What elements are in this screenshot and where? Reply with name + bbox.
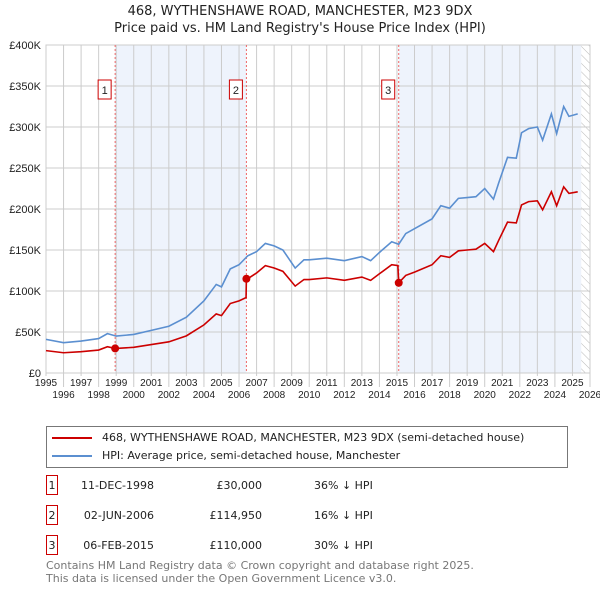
sale-row: 2 02-JUN-2006 £114,950 16% ↓ HPI xyxy=(46,505,446,525)
y-tick-label: £100K xyxy=(9,286,41,298)
footer-licence: This data is licensed under the Open Gov… xyxy=(46,572,397,585)
x-tick-label: 2010 xyxy=(298,390,321,401)
x-tick-label: 2017 xyxy=(421,378,444,389)
y-tick-label: £50K xyxy=(15,327,41,339)
x-tick-label: 2012 xyxy=(333,390,356,401)
sale-row: 3 06-FEB-2015 £110,000 30% ↓ HPI xyxy=(46,535,446,555)
x-tick-label: 2002 xyxy=(158,390,181,401)
x-tick-label: 2006 xyxy=(228,390,251,401)
sale-row: 1 11-DEC-1998 £30,000 36% ↓ HPI xyxy=(46,475,446,495)
sale-price: £110,000 xyxy=(209,539,263,552)
plot-border xyxy=(45,44,591,374)
chart-subtitle: Price paid vs. HM Land Registry's House … xyxy=(114,21,486,36)
x-tick-label: 2015 xyxy=(386,378,409,389)
sale-point xyxy=(111,344,120,353)
sale-number: 3 xyxy=(46,535,58,555)
x-tick-label: 2011 xyxy=(316,378,338,389)
sale-date: 06-FEB-2015 xyxy=(83,539,154,552)
x-tick-label: 2008 xyxy=(263,390,286,401)
sale-hpi-diff: 30% ↓ HPI xyxy=(314,539,373,552)
y-tick-label: £300K xyxy=(9,122,41,134)
x-tick-label: 2020 xyxy=(474,390,497,401)
y-tick-label: £400K xyxy=(9,40,41,52)
sale-label-box xyxy=(97,79,112,100)
y-tick-label: £350K xyxy=(9,81,41,93)
sale-number: 1 xyxy=(46,475,58,495)
sale-label-box xyxy=(381,79,396,100)
sale-point xyxy=(242,274,251,283)
sale-label: 1 xyxy=(102,85,108,97)
sale-label: 3 xyxy=(385,85,391,97)
x-tick-label: 2024 xyxy=(544,390,567,401)
sale-price: £30,000 xyxy=(216,479,263,492)
x-tick-label: 1995 xyxy=(35,378,58,389)
sale-label-box xyxy=(228,79,243,100)
hpi-line xyxy=(45,104,578,344)
x-tick-label: 2016 xyxy=(403,390,426,401)
x-tick-label: 2000 xyxy=(123,390,146,401)
legend: 468, WYTHENSHAWE ROAD, MANCHESTER, M23 9… xyxy=(46,426,568,468)
x-tick-label: 2009 xyxy=(281,378,304,389)
x-tick-label: 1996 xyxy=(52,390,75,401)
x-tick-label: 2014 xyxy=(368,390,391,401)
sale-price: £114,950 xyxy=(209,509,263,522)
price-paid-line xyxy=(45,185,578,354)
x-tick-label: 2001 xyxy=(140,378,163,389)
x-tick-label: 2023 xyxy=(526,378,549,389)
sale-number: 2 xyxy=(46,505,58,525)
x-tick-label: 1999 xyxy=(105,378,128,389)
x-tick-label: 2019 xyxy=(456,378,479,389)
legend-blue-label: HPI: Average price, semi-detached house,… xyxy=(102,449,401,462)
sale-label: 2 xyxy=(233,85,239,97)
y-tick-label: £0 xyxy=(29,368,41,380)
y-tick-label: £200K xyxy=(9,204,41,216)
legend-red-swatch xyxy=(52,437,92,439)
x-tick-label: 2026 xyxy=(579,390,600,401)
x-tick-label: 2013 xyxy=(351,378,374,389)
x-tick-label: 2018 xyxy=(438,390,461,401)
sale-date: 02-JUN-2006 xyxy=(83,509,154,522)
x-tick-label: 1997 xyxy=(70,378,93,389)
y-tick-label: £150K xyxy=(9,245,41,257)
chart-title: 468, WYTHENSHAWE ROAD, MANCHESTER, M23 9… xyxy=(127,4,473,19)
sale-date: 11-DEC-1998 xyxy=(80,479,154,492)
plot-area: 1995199619971998199920002001200220032004… xyxy=(9,40,600,401)
x-tick-label: 2005 xyxy=(210,378,233,389)
x-tick-label: 2004 xyxy=(193,390,216,401)
sale-hpi-diff: 36% ↓ HPI xyxy=(314,479,373,492)
sale-point xyxy=(394,278,403,287)
x-tick-label: 2021 xyxy=(491,378,514,389)
x-tick-label: 1998 xyxy=(88,390,111,401)
x-tick-label: 2003 xyxy=(175,378,198,389)
y-tick-label: £250K xyxy=(9,163,41,175)
x-tick-label: 2025 xyxy=(561,378,584,389)
x-tick-label: 2007 xyxy=(245,378,268,389)
x-tick-label: 2022 xyxy=(509,390,532,401)
legend-red-label: 468, WYTHENSHAWE ROAD, MANCHESTER, M23 9… xyxy=(102,431,525,444)
sale-hpi-diff: 16% ↓ HPI xyxy=(314,509,373,522)
footer-copyright: Contains HM Land Registry data © Crown c… xyxy=(46,559,474,572)
legend-blue-swatch xyxy=(52,455,92,457)
